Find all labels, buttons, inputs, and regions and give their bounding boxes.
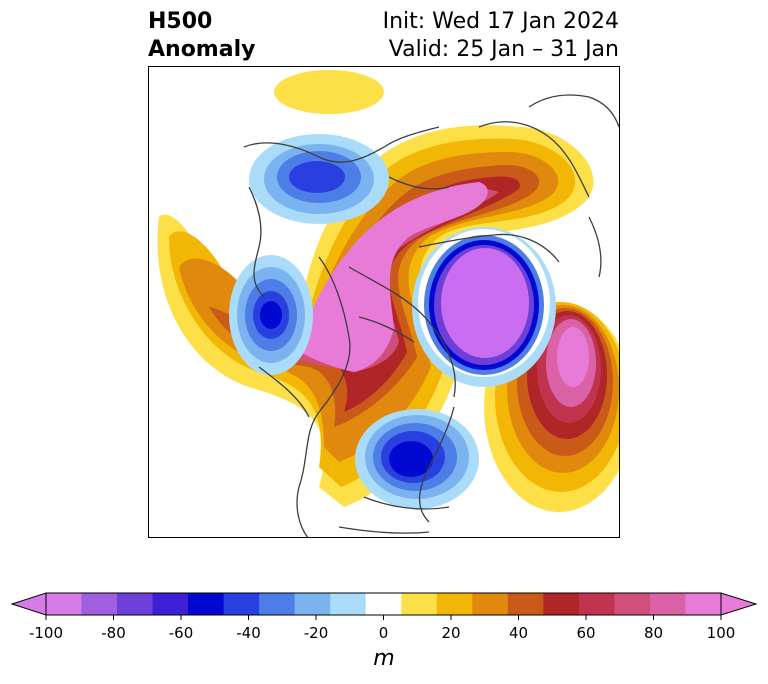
negative-anomaly-northwest [249, 134, 389, 224]
colorbar-segment [259, 593, 296, 615]
colorbar-tick-label: 100 [706, 624, 736, 642]
colorbar-segment [188, 593, 225, 615]
anomaly-map [148, 66, 620, 538]
colorbar-segment [578, 593, 615, 615]
colorbar-segment [543, 593, 580, 615]
title-left: H500 Anomaly [148, 8, 255, 64]
colorbar-tick-label: 20 [441, 624, 461, 642]
colorbar-tick-label: 80 [643, 624, 664, 642]
coastlines [243, 94, 619, 537]
colorbar-tick-label: -20 [303, 624, 329, 642]
colorbar-segment [472, 593, 509, 615]
negative-anomaly-polar [412, 227, 556, 387]
negative-anomaly-south [355, 409, 479, 509]
colorbar-segment [330, 593, 367, 615]
positive-anomaly-top [274, 70, 384, 114]
negative-anomaly-west [229, 255, 313, 375]
colorbar-segment [685, 593, 722, 615]
colorbar-tick-label: 60 [576, 624, 596, 642]
colorbar-segment [365, 593, 402, 615]
colorbar-segment [46, 593, 83, 615]
colorbar-segment [614, 593, 651, 615]
colorbar-segment [649, 593, 686, 615]
colorbar-segment [507, 593, 544, 615]
colorbar-tick-label: 0 [378, 624, 389, 642]
title-right: Init: Wed 17 Jan 2024 Valid: 25 Jan – 31… [383, 8, 619, 64]
colorbar-segment [117, 593, 154, 615]
valid-period: Valid: 25 Jan – 31 Jan [388, 37, 619, 62]
colorbar-segment [81, 593, 118, 615]
title-variable: H500 [148, 9, 213, 34]
colorbar-segment [436, 593, 473, 615]
colorbar-segment [294, 593, 331, 615]
title-type: Anomaly [148, 37, 256, 62]
colorbar-segment [401, 593, 438, 615]
colorbar-tick-label: -100 [28, 624, 64, 642]
colorbar-unit: m [373, 646, 395, 671]
colorbar-tick-label: -40 [236, 624, 261, 642]
init-time: Init: Wed 17 Jan 2024 [382, 9, 619, 34]
colorbar-tick-label: -80 [101, 624, 126, 642]
colorbar [10, 592, 758, 620]
colorbar-tick-label: -60 [168, 624, 194, 642]
colorbar-tick-label: 40 [508, 624, 529, 642]
colorbar-ticks: -100 -80 -60 -40 -20 0 20 40 60 80 100 [0, 624, 768, 644]
map-svg [157, 70, 619, 537]
colorbar-segment [152, 593, 189, 615]
colorbar-extend-min [10, 592, 47, 616]
colorbar-segment [223, 593, 260, 615]
colorbar-extend-max [720, 592, 758, 616]
